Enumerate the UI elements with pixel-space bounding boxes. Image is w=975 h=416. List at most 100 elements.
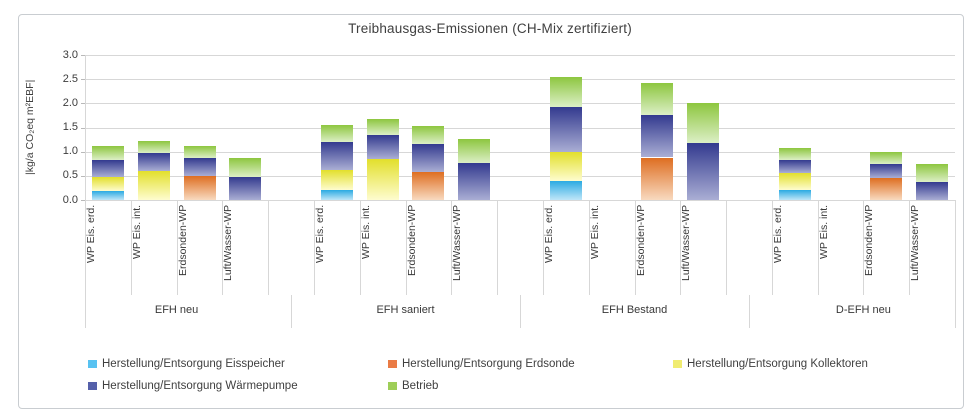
category-label: Erdsonden-WP bbox=[405, 205, 418, 277]
bar-segment bbox=[91, 177, 124, 192]
group-separator bbox=[955, 295, 956, 328]
legend-item: Herstellung/Entsorgung Erdsonde bbox=[388, 357, 575, 371]
y-axis-tick bbox=[81, 79, 85, 81]
bar-segment bbox=[641, 83, 674, 115]
category-label: WP Eis. erd. bbox=[771, 205, 784, 264]
bar-segment bbox=[916, 164, 949, 182]
bar-segment bbox=[229, 158, 262, 177]
category-label: Luft/Wasser-WP bbox=[451, 205, 464, 282]
category-label: Erdsonden-WP bbox=[634, 205, 647, 277]
group-separator bbox=[291, 295, 293, 328]
gridline bbox=[85, 151, 955, 153]
bar-segment bbox=[183, 175, 216, 200]
legend-item: Herstellung/Entsorgung Eisspeicher bbox=[88, 357, 285, 371]
gridline bbox=[85, 200, 955, 201]
y-axis-tick bbox=[81, 175, 85, 177]
category-label: Luft/Wasser-WP bbox=[222, 205, 235, 282]
group-label: EFH saniert bbox=[376, 304, 435, 316]
bar-segment bbox=[91, 160, 124, 178]
y-axis-tick bbox=[81, 200, 85, 201]
bar-segment bbox=[320, 190, 353, 200]
bar-segment bbox=[778, 190, 811, 200]
category-label: WP Eis. int. bbox=[359, 205, 372, 260]
bar-segment bbox=[778, 160, 811, 174]
bar-segment bbox=[366, 158, 399, 200]
group-separator bbox=[520, 295, 521, 328]
category-separator bbox=[726, 200, 728, 295]
legend-label: Betrieb bbox=[402, 380, 439, 392]
bar-segment bbox=[183, 158, 216, 176]
category-separator bbox=[588, 200, 590, 295]
category-separator bbox=[863, 200, 865, 295]
category-separator bbox=[451, 200, 453, 295]
legend-item: Herstellung/Entsorgung Kollektoren bbox=[673, 357, 868, 371]
bar-segment bbox=[916, 181, 949, 200]
bar-segment bbox=[366, 119, 399, 136]
y-axis-title: |kg/a CO₂eq m²EBF| bbox=[24, 79, 36, 176]
category-separator bbox=[634, 200, 636, 295]
bar-segment bbox=[641, 157, 674, 200]
category-separator bbox=[542, 200, 544, 295]
y-axis-tick bbox=[81, 55, 85, 56]
y-tick-label: 3.0 bbox=[62, 48, 78, 61]
legend-swatch bbox=[388, 382, 397, 390]
bar-segment bbox=[412, 172, 445, 200]
bar-segment bbox=[687, 143, 720, 200]
bar-segment bbox=[870, 178, 903, 201]
legend-label: Herstellung/Entsorgung Wärmepumpe bbox=[102, 380, 298, 392]
bar-segment bbox=[91, 145, 124, 161]
category-separator bbox=[268, 200, 270, 295]
bar-segment bbox=[549, 180, 582, 200]
bar-segment bbox=[458, 162, 491, 200]
bar-segment bbox=[91, 191, 124, 200]
category-separator bbox=[359, 200, 361, 295]
legend-item: Herstellung/Entsorgung Wärmepumpe bbox=[88, 379, 298, 393]
bar-segment bbox=[412, 126, 445, 145]
group-separator bbox=[85, 295, 86, 328]
category-separator bbox=[405, 200, 407, 295]
category-separator bbox=[771, 200, 773, 295]
y-tick-label: 1.0 bbox=[62, 145, 78, 158]
bar-segment bbox=[229, 176, 262, 200]
bar-segment bbox=[320, 170, 353, 191]
category-label: WP Eis. int. bbox=[130, 205, 143, 260]
category-label: WP Eis. erd. bbox=[85, 205, 97, 264]
y-tick-label: 2.5 bbox=[62, 72, 78, 85]
category-separator bbox=[222, 200, 224, 295]
y-axis-tick bbox=[81, 103, 85, 105]
legend-swatch bbox=[673, 360, 682, 368]
category-separator bbox=[955, 200, 956, 295]
category-separator bbox=[909, 200, 911, 295]
gridline bbox=[85, 103, 955, 105]
category-label: Erdsonden-WP bbox=[176, 205, 189, 277]
bar-segment bbox=[870, 164, 903, 179]
category-separator bbox=[85, 200, 86, 295]
category-label: WP Eis. erd. bbox=[313, 205, 326, 264]
category-label: Luft/Wasser-WP bbox=[680, 205, 693, 282]
category-separator bbox=[313, 200, 315, 295]
bar-segment bbox=[458, 138, 491, 163]
group-label: D-EFH neu bbox=[835, 304, 891, 316]
category-separator bbox=[680, 200, 682, 295]
bar-segment bbox=[320, 142, 353, 170]
y-tick-label: 0.5 bbox=[62, 169, 78, 182]
y-tick-label: 1.5 bbox=[62, 121, 78, 133]
legend-item: Betrieb bbox=[388, 379, 438, 393]
gridline bbox=[85, 127, 955, 129]
bar-segment bbox=[778, 147, 811, 161]
bar-segment bbox=[137, 171, 170, 200]
category-separator bbox=[130, 200, 132, 295]
bar-segment bbox=[778, 173, 811, 191]
bar-segment bbox=[549, 106, 582, 152]
y-tick-label: 0.0 bbox=[62, 193, 78, 206]
bar-segment bbox=[641, 114, 674, 158]
y-axis-tick bbox=[81, 151, 85, 153]
chart-title: Treibhausgas-Emissionen (CH-Mix zertifiz… bbox=[348, 21, 632, 36]
y-tick-label: 2.0 bbox=[62, 96, 78, 109]
category-label: WP Eis. erd. bbox=[542, 205, 555, 264]
legend-swatch bbox=[88, 360, 97, 368]
group-separator bbox=[748, 295, 750, 328]
group-label: EFH neu bbox=[154, 304, 199, 316]
legend-label: Herstellung/Entsorgung Kollektoren bbox=[687, 358, 868, 370]
category-label: Erdsonden-WP bbox=[863, 205, 876, 277]
